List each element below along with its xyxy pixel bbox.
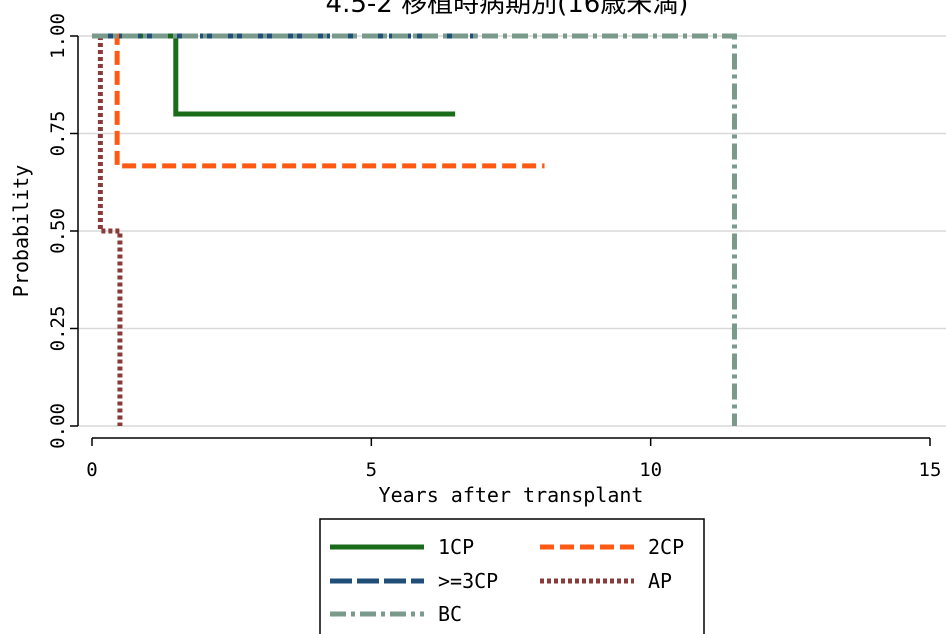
legend-box — [319, 518, 705, 634]
y-tick-label-1: 0.25 — [47, 306, 69, 352]
y-tick-label-2: 0.50 — [47, 208, 69, 254]
grid-lines — [78, 35, 946, 427]
y-tick-label-4: 1.00 — [47, 13, 69, 59]
y-tick-label-0: 0.00 — [47, 403, 69, 449]
legend-label-3: AP — [648, 569, 672, 593]
x-tick-label-2: 10 — [639, 459, 662, 481]
legend-label-4: BC — [438, 602, 462, 626]
axes — [70, 35, 931, 446]
x-axis-label: Years after transplant — [379, 483, 644, 507]
series-lines — [92, 33, 737, 426]
series-line-0 — [92, 33, 456, 117]
series-line-3 — [97, 36, 123, 426]
series-line-1 — [92, 33, 545, 169]
legend-label-2: >=3CP — [438, 569, 498, 593]
legend: 1CP 2CP >=3CP AP BC — [319, 518, 705, 634]
series-line-4 — [92, 33, 737, 426]
chart-title: 4.5-2 移植時病期別(16歳未満) — [326, 0, 689, 19]
x-tick-label-3: 15 — [919, 459, 942, 481]
y-axis-label: Probability — [9, 165, 33, 297]
y-tick-label-3: 0.75 — [47, 111, 69, 157]
legend-label-1: 2CP — [648, 535, 684, 559]
x-tick-label-1: 5 — [366, 459, 377, 481]
x-tick-label-0: 0 — [86, 459, 97, 481]
legend-label-0: 1CP — [438, 535, 474, 559]
tick-labels: 0.00 0.25 0.50 0.75 1.00 0 5 10 15 — [47, 13, 941, 481]
